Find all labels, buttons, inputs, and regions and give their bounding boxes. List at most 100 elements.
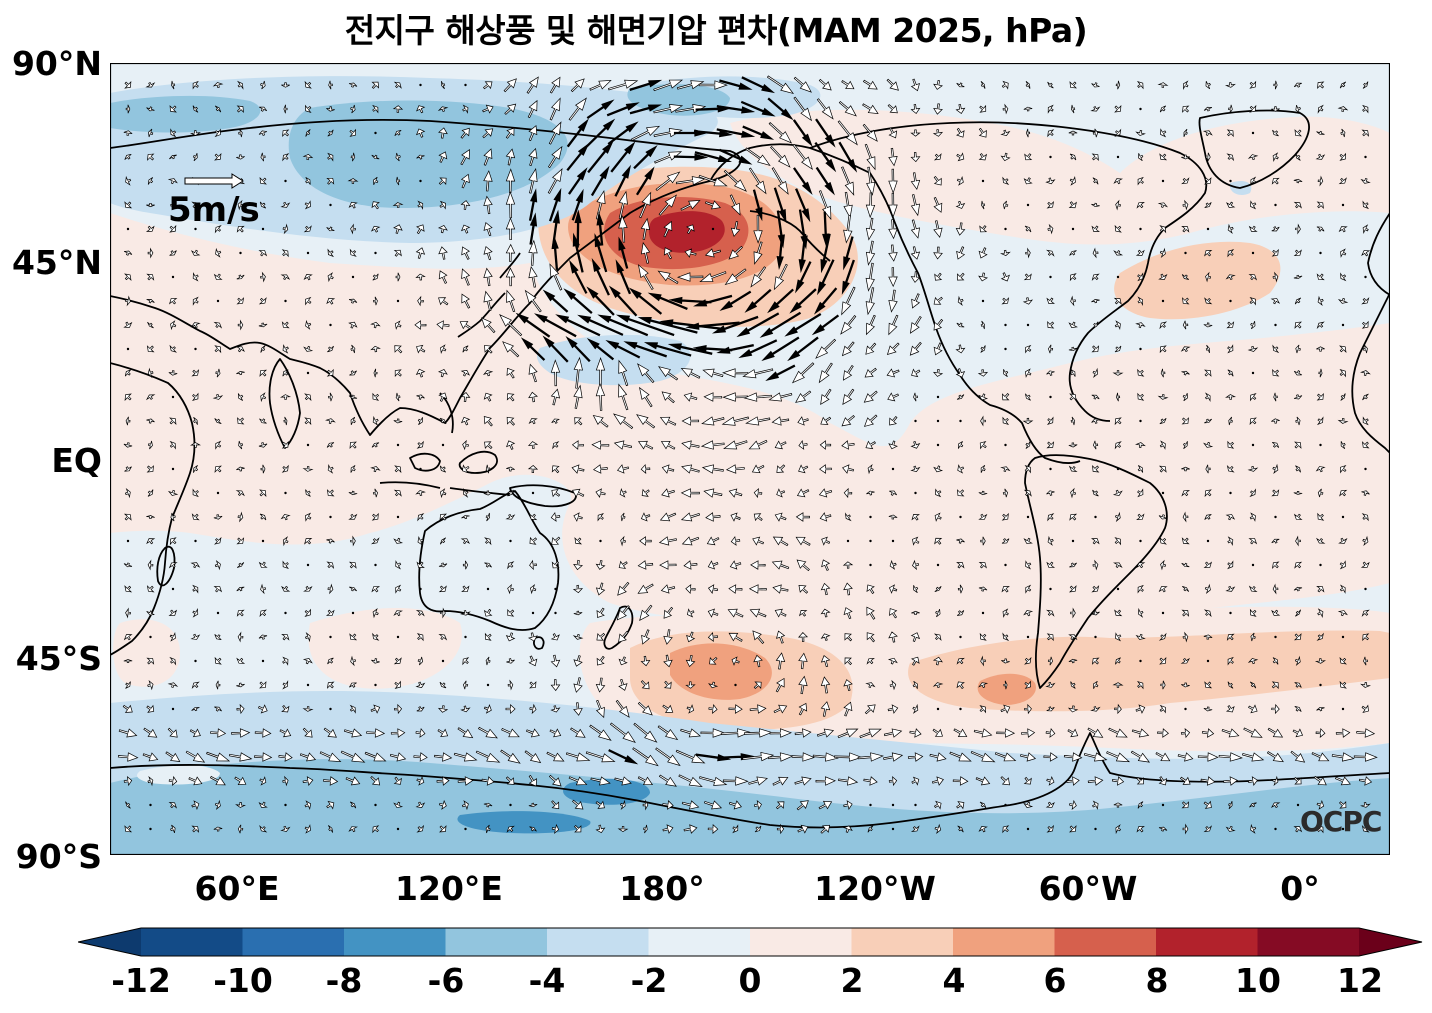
wind-vector bbox=[326, 681, 335, 689]
wind-vector bbox=[711, 227, 715, 231]
wind-vector bbox=[816, 728, 835, 738]
wind-vector bbox=[981, 200, 986, 210]
wind-vector bbox=[1137, 392, 1145, 401]
wind-vector bbox=[1313, 775, 1327, 786]
wind-vector bbox=[350, 465, 356, 473]
wind-vector bbox=[1049, 155, 1052, 159]
wind-vector bbox=[796, 559, 810, 572]
wind-vector bbox=[864, 143, 876, 171]
wind-vector bbox=[550, 679, 561, 692]
wind-vector bbox=[281, 249, 289, 258]
wind-vector bbox=[838, 141, 858, 173]
wind-vector bbox=[146, 345, 155, 353]
wind-vector bbox=[1227, 560, 1234, 570]
wind-vector bbox=[236, 154, 245, 160]
wind-vector bbox=[416, 344, 426, 354]
wind-vector bbox=[1131, 728, 1150, 738]
wind-vector bbox=[660, 584, 676, 594]
wind-vector bbox=[124, 487, 131, 499]
wind-vector bbox=[1068, 321, 1078, 328]
wind-vector bbox=[587, 140, 614, 174]
wind-vector bbox=[348, 490, 358, 496]
wind-vector bbox=[126, 347, 130, 351]
wind-vector bbox=[550, 388, 561, 406]
wind-vector bbox=[1294, 706, 1302, 712]
wind-vector bbox=[1361, 129, 1370, 137]
wind-vector bbox=[978, 393, 989, 401]
wind-vector bbox=[483, 608, 493, 617]
wind-vector bbox=[1071, 104, 1076, 114]
wind-vector bbox=[394, 465, 402, 474]
wind-vector bbox=[461, 293, 471, 309]
wind-vector bbox=[932, 369, 944, 377]
wind-vector bbox=[1116, 155, 1120, 159]
wind-vector bbox=[798, 632, 809, 642]
wind-vector bbox=[1022, 417, 1034, 425]
wind-vector bbox=[1317, 104, 1324, 114]
wind-vector bbox=[910, 103, 921, 114]
wind-vector bbox=[1340, 393, 1346, 401]
wind-vector bbox=[507, 608, 515, 617]
wind-vector bbox=[887, 704, 899, 714]
wind-vector bbox=[506, 440, 516, 450]
wind-vector bbox=[146, 418, 155, 424]
wind-vector bbox=[1068, 201, 1077, 209]
wind-vector bbox=[372, 415, 379, 426]
wind-vector bbox=[1113, 250, 1124, 256]
wind-vector bbox=[1046, 633, 1054, 642]
wind-vector bbox=[585, 118, 616, 148]
wind-vector bbox=[1290, 750, 1306, 763]
wind-vector bbox=[258, 442, 268, 448]
wind-vector bbox=[614, 164, 632, 197]
wind-vector bbox=[326, 561, 335, 569]
wind-vector bbox=[481, 776, 495, 786]
wind-vector bbox=[932, 728, 943, 737]
wind-vector bbox=[1070, 369, 1076, 377]
wind-vector bbox=[1249, 681, 1257, 689]
wind-vector bbox=[846, 539, 850, 543]
wind-vector bbox=[1114, 320, 1121, 331]
wind-vector bbox=[414, 320, 427, 330]
wind-vector bbox=[124, 369, 131, 377]
wind-vector bbox=[1161, 179, 1165, 183]
wind-vector bbox=[149, 635, 152, 639]
wind-vector bbox=[462, 657, 470, 666]
wind-vector bbox=[1159, 704, 1166, 714]
wind-vector bbox=[1364, 467, 1367, 471]
wind-vector bbox=[935, 488, 942, 498]
wind-vector bbox=[124, 466, 132, 472]
wind-vector bbox=[259, 106, 268, 112]
wind-vector bbox=[464, 83, 467, 87]
wind-vector bbox=[1094, 635, 1097, 639]
wind-vector bbox=[231, 728, 251, 738]
wind-vector bbox=[531, 611, 535, 615]
wind-vector bbox=[462, 439, 469, 451]
wind-vector bbox=[933, 342, 943, 356]
wind-vector bbox=[955, 344, 966, 354]
wind-vector bbox=[724, 268, 747, 286]
wind-vector bbox=[236, 537, 245, 545]
wind-vector bbox=[416, 633, 424, 642]
wind-vector bbox=[146, 515, 155, 519]
wind-vector bbox=[192, 608, 199, 618]
wind-vector bbox=[742, 751, 775, 762]
wind-vector bbox=[483, 290, 493, 312]
wind-vector bbox=[1229, 491, 1232, 495]
wind-vector bbox=[1067, 705, 1079, 713]
wind-vector bbox=[416, 776, 425, 786]
wind-vector bbox=[956, 562, 965, 569]
wind-vector bbox=[483, 221, 493, 237]
wind-vector bbox=[1002, 825, 1010, 834]
wind-vector bbox=[550, 359, 561, 387]
wind-vector bbox=[123, 321, 133, 328]
wind-vector bbox=[279, 728, 292, 738]
wind-vector bbox=[681, 800, 700, 810]
wind-vector bbox=[891, 467, 895, 471]
wind-vector bbox=[857, 752, 884, 762]
wind-vector bbox=[1091, 657, 1100, 665]
wind-vector bbox=[1068, 346, 1078, 352]
wind-vector bbox=[911, 293, 921, 309]
wind-vector bbox=[618, 359, 629, 387]
wind-vector bbox=[306, 251, 310, 255]
wind-vector bbox=[419, 587, 422, 591]
